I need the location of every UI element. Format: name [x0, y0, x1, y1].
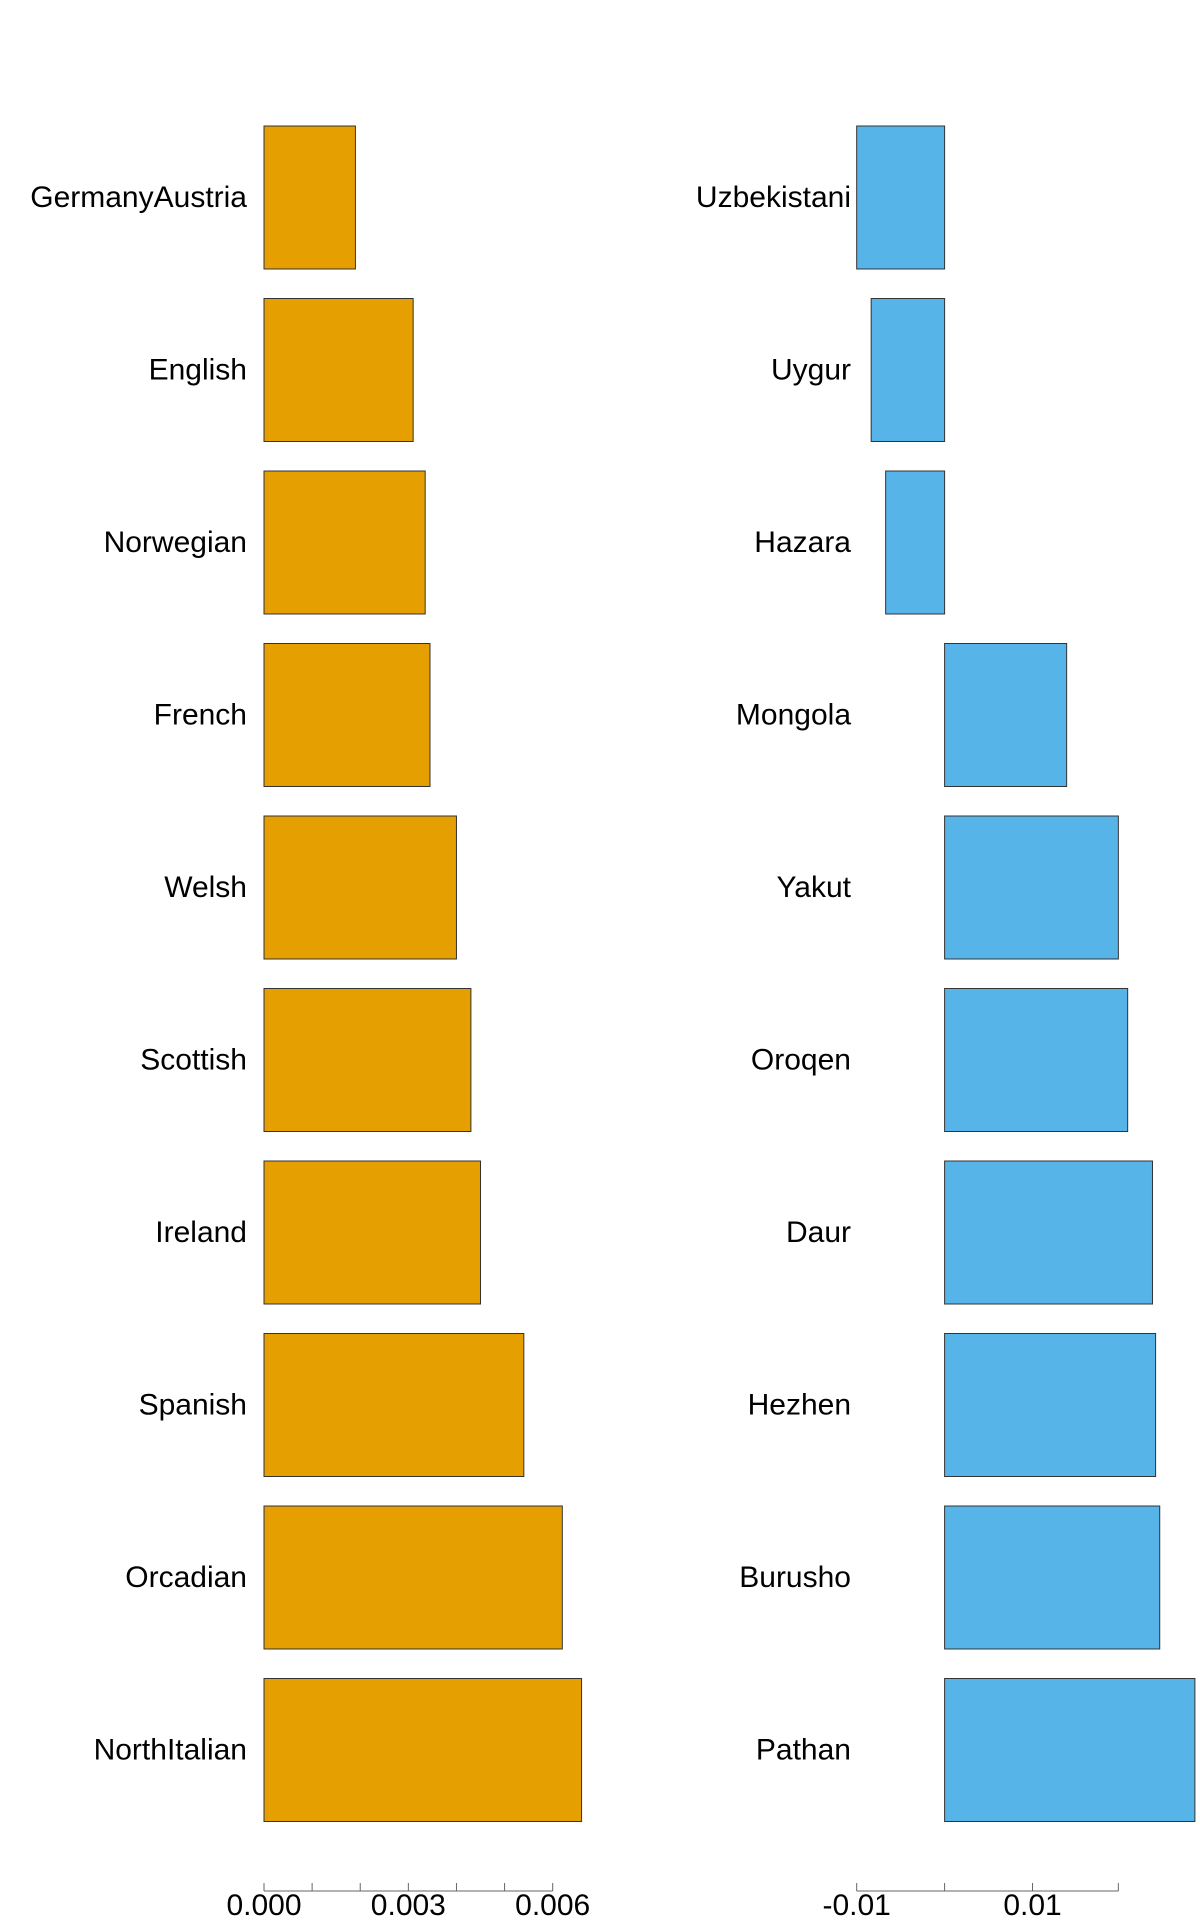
category-label-scottish: Scottish — [140, 1044, 247, 1077]
right-x-tick-label-0: -0.01 — [822, 1889, 890, 1920]
category-label-daur: Daur — [786, 1216, 851, 1249]
category-label-oroqen: Oroqen — [751, 1044, 851, 1077]
category-label-mongola: Mongola — [736, 699, 851, 732]
bar-pathan — [944, 1678, 1196, 1822]
category-label-orcadian: Orcadian — [125, 1561, 247, 1594]
category-label-hezhen: Hezhen — [748, 1389, 851, 1422]
bar-mongola — [944, 643, 1068, 787]
chart-panel-left: GermanyAustria English Norwegian French Wels… — [30, 125, 590, 1920]
bar-hazara — [885, 470, 946, 615]
bar-germanyaustria — [263, 125, 356, 270]
bar-daur — [944, 1160, 1153, 1305]
bar-ireland — [263, 1160, 482, 1305]
category-label-english: English — [149, 354, 247, 387]
left-x-tick-label-0: 0.000 — [226, 1889, 301, 1920]
category-label-french: French — [154, 699, 247, 732]
category-label-welsh: Welsh — [164, 871, 247, 904]
category-label-uzbekistani: Uzbekistani — [696, 181, 851, 214]
bar-yakut — [944, 815, 1119, 960]
chart-panel-right: Uzbekistani Uygur Hazara Mongola Yakut Oroqen… — [696, 125, 1196, 1920]
bar-oroqen — [944, 988, 1129, 1132]
category-label-yakut: Yakut — [777, 871, 852, 904]
bar-orcadian — [263, 1505, 563, 1650]
category-label-burusho: Burusho — [739, 1561, 851, 1594]
bar-scottish — [263, 988, 472, 1132]
left-x-tick-label-1: 0.003 — [371, 1889, 446, 1920]
bar-burusho — [944, 1505, 1161, 1650]
right-x-tick-label-1: 0.01 — [1003, 1889, 1061, 1920]
bar-spanish — [263, 1333, 525, 1477]
category-label-northitalian: NorthItalian — [94, 1734, 247, 1767]
left-x-tick-label-2: 0.006 — [515, 1889, 590, 1920]
bar-french — [263, 643, 431, 787]
bar-english — [263, 298, 414, 442]
bar-norwegian — [263, 470, 426, 615]
category-label-ireland: Ireland — [155, 1216, 247, 1249]
bar-northitalian — [263, 1678, 583, 1822]
bar-uzbekistani — [856, 125, 946, 270]
category-label-hazara: Hazara — [754, 526, 851, 559]
category-label-germanyaustria: GermanyAustria — [30, 181, 247, 214]
bar-welsh — [263, 815, 457, 960]
bar-uygur — [870, 298, 946, 442]
bar-hezhen — [944, 1333, 1157, 1477]
category-label-spanish: Spanish — [139, 1389, 247, 1422]
category-label-pathan: Pathan — [756, 1734, 851, 1767]
category-label-uygur: Uygur — [771, 354, 851, 387]
category-label-norwegian: Norwegian — [104, 526, 247, 559]
